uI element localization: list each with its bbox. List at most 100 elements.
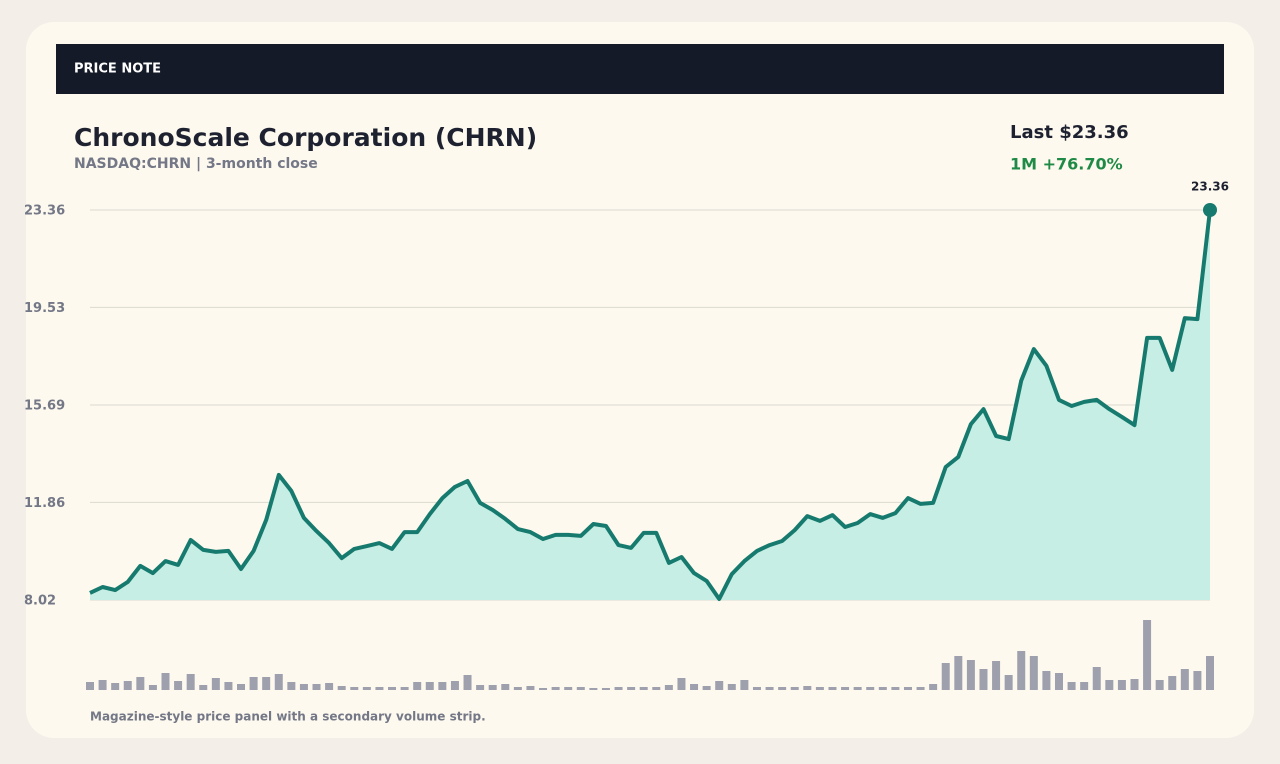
volume-bar [1206,656,1214,690]
volume-bar [312,684,321,690]
volume-bar [954,656,963,690]
chart-subtitle: NASDAQ:CHRN | 3-month close [74,156,318,172]
volume-bar [388,687,397,690]
volume-bar [664,685,673,690]
volume-bar [551,687,560,690]
volume-bar [123,681,132,690]
volume-bar [262,677,271,690]
header-bar [56,44,1224,94]
volume-bar [841,687,850,690]
volume-bar [966,660,975,690]
volume-bar [1155,680,1164,690]
volume-bar [350,687,359,690]
volume-bar [1180,669,1189,690]
volume-bar [400,687,409,690]
volume-bar [1067,682,1076,690]
volume-bar [362,687,371,690]
volume-bar [1092,667,1101,690]
volume-bar [589,688,598,690]
volume-bar [765,687,774,690]
volume-bar [1054,673,1063,690]
y-tick-label: 11.86 [24,496,65,511]
volume-bar [979,669,988,690]
y-tick-label: 8.02 [24,594,56,609]
volume-bar [438,682,447,690]
header-title: PRICE NOTE [74,62,161,77]
last-point [1203,203,1217,217]
y-tick-label: 19.53 [24,301,65,316]
volume-bar [903,687,912,690]
volume-bar [237,684,246,690]
volume-bar [702,686,711,690]
volume-bar [1143,620,1152,690]
volume-bar [1117,680,1126,690]
volume-bar [878,687,887,690]
volume-bar [413,682,422,690]
volume-bar [1193,671,1202,690]
line [89,209,1212,601]
volume-bar [211,678,220,690]
volume-bar [727,684,736,690]
volume-bar [161,673,170,690]
volume-bar [476,685,485,690]
change: 1M +76.70% [1010,155,1123,174]
volume-bar [136,677,145,690]
volume-bar [501,684,510,690]
footnote: Magazine-style price panel with a second… [90,710,486,724]
volume-bar [249,677,258,690]
volume-bar [337,686,346,690]
volume-bar [1130,679,1139,690]
volume-bar [98,680,107,690]
volume-bar [539,688,548,690]
volume-bar [450,681,459,690]
volume-bar [1042,671,1051,690]
volume-bar [1080,682,1089,690]
volume-bar [627,687,636,690]
last-value-label: 23.36 [1191,180,1229,194]
volume-bar [639,687,648,690]
volume-bar [614,687,623,690]
volume-bar [1105,680,1114,690]
volume-bar [287,682,296,690]
volume-bar [828,687,837,690]
volume-bar [690,684,699,690]
volume-bar [790,687,799,690]
volume-bar [853,687,862,690]
volume-bar [1029,656,1038,690]
volume-bar [174,681,183,690]
volume-bar [778,687,787,690]
volume-bar [526,686,535,690]
volume-bar [199,685,208,690]
volume-bar [463,675,472,690]
volume-bar [375,687,384,690]
volume-bar [224,682,233,690]
volume-bar [148,685,157,690]
volume-bar [111,683,120,690]
chart-title: ChronoScale Corporation (CHRN) [74,123,537,152]
volume-bar [677,678,686,690]
volume-bar [1017,651,1026,690]
volume-bar [1004,675,1013,690]
volume-bar [299,684,308,690]
volume-bar [652,687,661,690]
volume-bar [274,674,283,690]
volume-bar [325,683,334,690]
volume-bar [752,687,761,690]
volume-bar [1168,676,1177,690]
volume-bar [576,687,585,690]
volume-bar [601,688,610,690]
last-price: Last $23.36 [1010,122,1129,143]
volume-bar [815,687,824,690]
volume-bar [916,687,925,690]
volume-bar [488,685,497,690]
volume-bar [86,682,94,690]
volume-bar [941,663,950,690]
volume-bar [866,687,875,690]
y-tick-label: 15.69 [24,399,65,414]
volume-bar [715,681,724,690]
volume-bar [740,680,749,690]
area [90,210,1210,600]
volume-bar [186,674,195,690]
